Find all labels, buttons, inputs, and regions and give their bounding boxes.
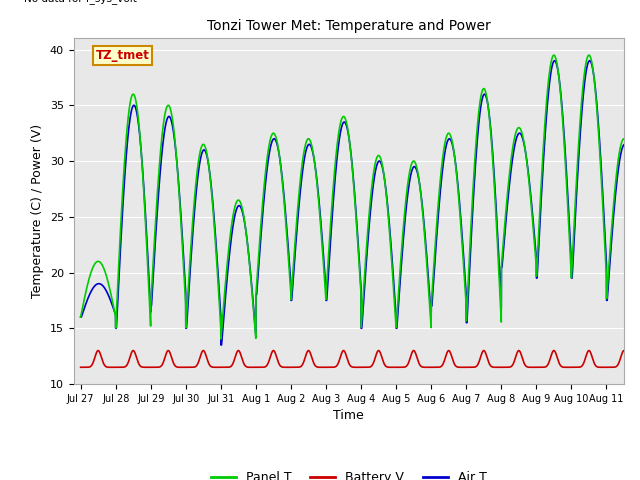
X-axis label: Time: Time xyxy=(333,409,364,422)
Text: No data for f_sys_volt: No data for f_sys_volt xyxy=(24,0,137,4)
Legend: Panel T, Battery V, Air T: Panel T, Battery V, Air T xyxy=(206,466,492,480)
Text: TZ_tmet: TZ_tmet xyxy=(95,49,150,62)
Title: Tonzi Tower Met: Temperature and Power: Tonzi Tower Met: Temperature and Power xyxy=(207,19,491,33)
Y-axis label: Temperature (C) / Power (V): Temperature (C) / Power (V) xyxy=(31,124,44,298)
